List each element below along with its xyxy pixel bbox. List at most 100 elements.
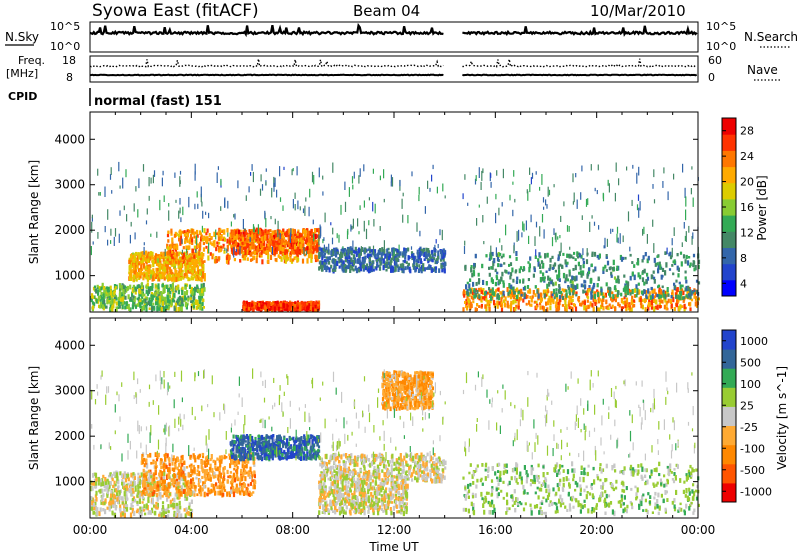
heatmap-cell — [129, 296, 132, 301]
heatmap-cell — [515, 256, 518, 261]
heatmap-cell — [216, 172, 218, 183]
heatmap-cell — [202, 242, 205, 245]
heatmap-cell — [274, 233, 277, 238]
heatmap-cell — [134, 488, 137, 492]
heatmap-cell — [183, 260, 187, 267]
heatmap-cell — [553, 228, 555, 235]
heatmap-cell — [675, 294, 678, 299]
heatmap-cell — [274, 229, 277, 234]
heatmap-cell — [692, 260, 695, 265]
heatmap-cell — [631, 261, 634, 264]
heatmap-cell — [278, 229, 281, 234]
heatmap-cell — [571, 280, 574, 286]
heatmap-cell — [118, 283, 121, 289]
heatmap-cell — [504, 269, 507, 273]
heatmap-cell — [173, 266, 176, 270]
heatmap-cell — [208, 233, 211, 237]
heatmap-cell — [685, 231, 687, 242]
heatmap-cell — [161, 263, 164, 270]
heatmap-cell — [315, 240, 318, 244]
heatmap-cell — [102, 294, 105, 300]
heatmap-cell — [179, 235, 183, 241]
heatmap-cell — [177, 287, 180, 291]
heatmap-cell — [502, 253, 505, 258]
heatmap-cell — [297, 240, 300, 246]
heatmap-cell — [488, 306, 491, 312]
heatmap-cell — [541, 174, 543, 185]
heatmap-cell — [137, 268, 140, 273]
heatmap-cell — [393, 256, 396, 261]
heatmap-cell — [220, 234, 223, 239]
heatmap-cell — [120, 285, 123, 291]
heatmap-cell — [399, 180, 401, 187]
heatmap-cell — [654, 299, 657, 305]
heatmap-cell — [166, 497, 169, 502]
heatmap-cell — [245, 240, 248, 244]
heatmap-cell — [568, 253, 571, 259]
heatmap-cell — [164, 508, 167, 513]
heatmap-cell — [344, 181, 346, 190]
heatmap-cell — [659, 305, 662, 309]
heatmap-cell — [194, 270, 197, 275]
heatmap-cell — [346, 249, 348, 254]
heatmap-cell — [219, 228, 222, 233]
heatmap-cell — [268, 247, 271, 252]
heatmap-cell — [96, 284, 99, 288]
heatmap-cell — [666, 247, 668, 255]
heatmap-cell — [363, 220, 365, 232]
heatmap-cell — [529, 295, 532, 299]
heatmap-cell — [177, 272, 180, 278]
heatmap-cell — [92, 295, 95, 299]
heatmap-cell — [195, 253, 198, 258]
heatmap-cell — [162, 287, 165, 292]
heatmap-cell — [108, 483, 111, 489]
heatmap-cell — [565, 274, 568, 280]
nsky-panel: N.Sky 10^5 10^0 10^5 10^0 N.Search — [5, 20, 798, 53]
heatmap-cell — [162, 303, 165, 309]
heatmap-cell — [623, 274, 626, 278]
heatmap-cell — [100, 286, 103, 291]
heatmap-cell — [585, 198, 588, 207]
heatmap-cell — [346, 260, 350, 264]
heatmap-cell — [167, 250, 170, 254]
heatmap-cell — [683, 303, 686, 309]
heatmap-cell — [691, 166, 693, 170]
heatmap-cell — [141, 286, 144, 289]
heatmap-cell — [90, 487, 93, 492]
heatmap-cell — [155, 501, 158, 505]
heatmap-cell — [194, 262, 197, 267]
nave-tick-top: 60 — [708, 54, 722, 67]
heatmap-cell — [379, 260, 382, 263]
heatmap-cell — [262, 302, 265, 307]
heatmap-cell — [188, 196, 190, 208]
heatmap-cell — [593, 221, 596, 226]
heatmap-cell — [192, 305, 195, 309]
heatmap-cell — [361, 264, 364, 269]
heatmap-cell — [568, 299, 571, 304]
heatmap-cell — [642, 228, 644, 236]
heatmap-cell — [280, 256, 283, 262]
heatmap-cell — [252, 255, 256, 260]
heatmap-cell — [627, 281, 630, 286]
heatmap-cell — [527, 261, 530, 264]
heatmap-cell — [490, 295, 493, 301]
heatmap-cell — [488, 272, 491, 277]
heatmap-cell — [225, 259, 229, 264]
heatmap-cell — [581, 215, 583, 220]
heatmap-cell — [260, 174, 262, 182]
heatmap-cell — [484, 304, 487, 309]
heatmap-cell — [575, 173, 577, 178]
heatmap-cell — [504, 304, 507, 308]
heatmap-cell — [147, 266, 151, 272]
heatmap-cell — [312, 307, 315, 312]
heatmap-cell — [603, 245, 605, 249]
heatmap-cell — [190, 256, 193, 260]
heatmap-cell — [494, 289, 498, 293]
heatmap-cell — [411, 171, 413, 177]
heatmap-cell — [349, 246, 352, 251]
heatmap-cell — [661, 267, 665, 272]
heatmap-cell — [178, 230, 181, 234]
heatmap-cell — [361, 247, 364, 252]
heatmap-cell — [196, 233, 199, 238]
heatmap-cell — [239, 232, 242, 237]
